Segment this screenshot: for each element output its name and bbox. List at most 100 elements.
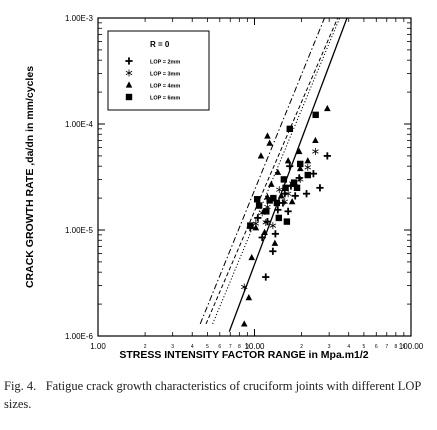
marker-stroke [312, 149, 319, 154]
legend-marker-triangle [125, 81, 133, 88]
x-minor-tick-label: 6 [218, 344, 221, 350]
point-square [270, 194, 277, 202]
marker-stroke [304, 165, 312, 170]
legend-marker-square [125, 93, 133, 101]
legend-label: LOP = 6mm [150, 96, 180, 102]
figure-caption: Fig. 4. Fatigue crack growth characteris… [4, 377, 429, 413]
point-square [293, 184, 301, 192]
point-triangle [324, 104, 331, 112]
point-square [282, 184, 289, 192]
point-square [247, 222, 254, 229]
fit-lines [199, 18, 348, 332]
point-triangle [257, 152, 265, 159]
legend-label: LOP = 2mm [150, 60, 180, 66]
marker-shape [304, 171, 311, 179]
data-points [240, 104, 331, 327]
legend: R = 0 LOP = 2mm LOP = 3mm LOP = 4mm LOP = 6… [107, 30, 210, 111]
marker-shape [275, 214, 283, 222]
x-minor-tick-label: 2 [300, 344, 303, 350]
point-plus [316, 184, 324, 192]
point-plus [281, 190, 289, 198]
marker-shape [297, 160, 304, 168]
point-plus [286, 162, 294, 170]
point-triangle [312, 136, 319, 144]
y-tick-label: 1.00E-4 [65, 120, 94, 129]
point-square [286, 125, 293, 133]
marker-shape [295, 147, 303, 155]
point-triangle [245, 294, 253, 301]
point-triangle [296, 164, 304, 172]
x-minor-tick-label: 7 [385, 344, 388, 350]
y-tick-label: 1.00E-3 [65, 14, 94, 23]
marker-shape [245, 294, 253, 301]
marker-shape [324, 104, 331, 112]
x-minor-tick-label: 4 [347, 344, 350, 350]
marker-shape [304, 157, 312, 164]
point-square [283, 218, 291, 225]
marker-stroke [125, 70, 133, 76]
point-square [266, 197, 273, 204]
x-minor-tick-label: 7 [229, 344, 232, 350]
y-axis-label: CRACK GROWTH RATE ,da/dn in mm/cycles [24, 66, 36, 288]
marker-shape [266, 197, 273, 204]
legend-label: LOP = 3mm [150, 72, 180, 78]
caption-label: Fig. 4. [4, 379, 37, 393]
marker-shape [253, 196, 261, 203]
marker-stroke [241, 284, 248, 290]
marker-shape [263, 208, 270, 215]
point-plus [254, 214, 262, 222]
x-minor-tick-label: 3 [171, 344, 174, 350]
marker-stroke [262, 220, 269, 225]
marker-stroke [296, 177, 304, 182]
marker-shape [284, 157, 292, 164]
x-minor-tick-label: 5 [206, 344, 209, 350]
marker-stroke [252, 221, 260, 226]
marker-shape [266, 139, 273, 146]
marker-shape [280, 176, 288, 183]
marker-shape [267, 180, 275, 187]
legend-box [107, 30, 210, 111]
point-asterisk [312, 148, 319, 156]
point-plus [309, 170, 318, 178]
x-minor-tick-label: 3 [328, 344, 331, 350]
x-minor-tick-label: 4 [191, 344, 194, 350]
legend-title: R = 0 [150, 40, 170, 49]
x-axis-label: STRESS INTENSITY FACTOR RANGE in Mpa.m1/… [119, 349, 368, 361]
marker-stroke [281, 199, 288, 204]
legend-marker-asterisk [125, 69, 133, 77]
marker-shape [277, 192, 285, 199]
point-triangle [271, 239, 279, 246]
point-square [273, 199, 281, 207]
point-triangle [264, 132, 271, 139]
point-triangle [304, 157, 312, 164]
point-triangle [240, 320, 248, 327]
marker-shape [252, 224, 260, 231]
marker-shape [312, 136, 319, 144]
marker-shape [283, 218, 291, 225]
x-tick-label: 1.00 [90, 342, 106, 351]
legend-label: LOP = 4mm [150, 84, 180, 90]
marker-shape [248, 253, 256, 261]
point-asterisk [262, 218, 269, 226]
fit-line-triangle [205, 18, 339, 325]
marker-shape [296, 164, 304, 172]
marker-shape [240, 320, 248, 327]
point-square [304, 171, 311, 179]
point-plus [302, 190, 311, 198]
point-triangle [274, 168, 282, 175]
point-square [253, 196, 261, 203]
point-triangle [261, 228, 268, 235]
point-triangle [295, 147, 303, 155]
caption-text: Fatigue crack growth characteristics of … [4, 379, 421, 411]
x-minor-tick-label: 5 [362, 344, 365, 350]
x-minor-tick-label: 2 [144, 344, 147, 350]
y-tick-label: 1.00E-6 [65, 332, 94, 341]
point-square [290, 179, 298, 186]
marker-shape [274, 168, 282, 175]
marker-shape [270, 194, 277, 202]
marker-shape [257, 152, 265, 159]
marker-shape [286, 125, 293, 133]
marker-shape [290, 179, 298, 186]
point-square [297, 160, 304, 168]
marker-shape [293, 184, 301, 192]
